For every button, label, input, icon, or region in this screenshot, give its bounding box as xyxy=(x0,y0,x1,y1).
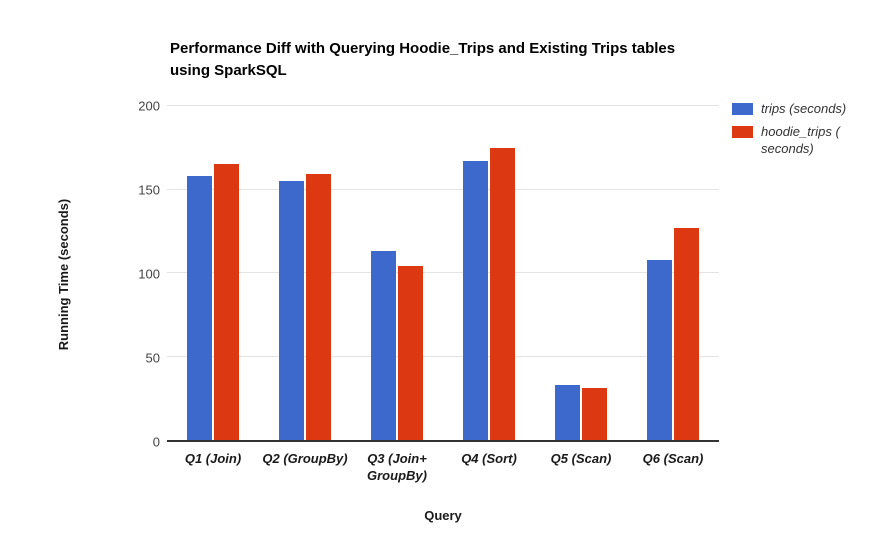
gridline-y-150 xyxy=(167,188,719,190)
bar-trips-4 xyxy=(463,161,488,440)
legend-swatch-2 xyxy=(732,126,753,138)
bar-hoodie_trips-4 xyxy=(490,147,515,440)
y-axis-title-text: Running Time (seconds) xyxy=(56,198,72,350)
x-axis-tick-labels: Q1 (Join) Q2 (GroupBy) Q3 (Join+ GroupBy) Q… xyxy=(167,450,719,484)
bar-hoodie_trips-2 xyxy=(306,174,331,440)
legend-item-2: hoodie_trips ( seconds) xyxy=(732,123,882,157)
y-axis-tick-labels: 0 50 100 150 200 xyxy=(104,99,160,450)
bar-group-1 xyxy=(167,106,259,440)
bar-hoodie_trips-5 xyxy=(582,388,607,440)
y-tick-label-100: 100 xyxy=(138,266,160,282)
x-tick-label-3: Q3 (Join+ GroupBy) xyxy=(367,451,427,483)
bar-group-4 xyxy=(443,106,535,440)
bar-hoodie_trips-3 xyxy=(398,266,423,440)
bar-group-6 xyxy=(627,106,719,440)
y-tick-label-200: 200 xyxy=(138,98,160,114)
chart-title-line-1: Performance Diff with Querying Hoodie_Tr… xyxy=(170,40,676,57)
legend-label-2: hoodie_trips ( seconds) xyxy=(761,124,840,156)
bar-trips-3 xyxy=(371,251,396,440)
y-tick-label-150: 150 xyxy=(138,182,160,198)
y-axis-title: Running Time (seconds) xyxy=(50,106,78,442)
legend-label-1: trips (seconds) xyxy=(761,101,847,116)
gridline-y-200 xyxy=(167,105,719,106)
x-tick-label-4: Q4 (Sort) xyxy=(461,451,517,466)
legend-swatch-1 xyxy=(732,103,753,115)
plot-area xyxy=(167,105,719,442)
x-tick-label-6: Q6 (Scan) xyxy=(642,451,704,466)
x-tick-label-5: Q5 (Scan) xyxy=(550,451,612,466)
y-tick-label-50: 50 xyxy=(145,350,160,366)
chart-legend: trips (seconds) hoodie_trips ( seconds) xyxy=(732,100,882,163)
legend-item-1: trips (seconds) xyxy=(732,100,882,117)
gridline-y-50 xyxy=(167,355,719,357)
bar-trips-2 xyxy=(279,181,304,440)
bar-trips-6 xyxy=(647,259,672,440)
bar-group-5 xyxy=(535,106,627,440)
chart-title-line-2: using SparkSQL xyxy=(170,62,287,79)
bar-trips-5 xyxy=(555,384,580,440)
y-tick-label-0: 0 xyxy=(152,434,160,450)
bar-hoodie_trips-6 xyxy=(674,227,699,440)
bar-group-2 xyxy=(259,106,351,440)
bar-hoodie_trips-1 xyxy=(214,164,239,440)
gridline-y-100 xyxy=(167,272,719,273)
x-axis-title: Query xyxy=(424,508,462,523)
chart-title: Performance Diff with Querying Hoodie_Tr… xyxy=(170,38,745,82)
x-tick-label-2: Q2 (GroupBy) xyxy=(262,451,348,466)
x-tick-label-1: Q1 (Join) xyxy=(184,451,242,466)
bar-group-3 xyxy=(351,106,443,440)
bar-trips-1 xyxy=(187,176,212,440)
